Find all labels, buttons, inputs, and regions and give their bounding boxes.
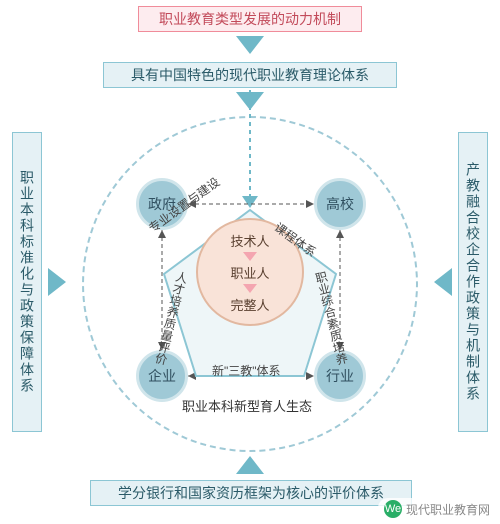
ecosystem-label: 职业本科新型育人生态	[182, 396, 312, 415]
inner-arrow-1	[243, 284, 257, 293]
inner-arrow-0	[243, 252, 257, 261]
dashed-link-top	[249, 90, 251, 200]
box-top-driver-label: 职业教育类型发展的动力机制	[159, 9, 341, 29]
inner-item-1: 职业人	[230, 263, 269, 282]
arrow-right-ring	[434, 268, 452, 296]
box-left-standards: 职业本科标准化与政策保障体系	[12, 132, 42, 432]
box-theory-label: 具有中国特色的现代职业教育理论体系	[131, 65, 369, 85]
arrow-bottom-ring	[236, 456, 264, 474]
box-bottom-evaluation: 学分银行和国家资历框架为核心的评价体系	[90, 480, 412, 506]
box-bottom-label: 学分银行和国家资历框架为核心的评价体系	[118, 483, 384, 503]
wechat-icon: We	[384, 500, 402, 518]
arrow-left-ring	[48, 268, 66, 296]
box-top-driver: 职业教育类型发展的动力机制	[138, 6, 362, 32]
box-right-label: 产教融合校企合作政策与机制体系	[463, 162, 483, 402]
inner-item-0: 技术人	[230, 231, 269, 250]
arrow-top1-top2	[236, 36, 264, 54]
inner-item-2: 完整人	[230, 295, 269, 314]
box-theory-system: 具有中国特色的现代职业教育理论体系	[103, 62, 397, 88]
diagram-canvas: 职业教育类型发展的动力机制 具有中国特色的现代职业教育理论体系 职业本科标准化与…	[0, 0, 500, 524]
box-right-integration: 产教融合校企合作政策与机制体系	[458, 132, 488, 432]
watermark-text: 现代职业教育网	[406, 501, 490, 518]
box-left-label: 职业本科标准化与政策保障体系	[17, 170, 37, 394]
pent-label-b: 新"三教"体系	[212, 362, 281, 379]
watermark: We 现代职业教育网	[378, 498, 496, 520]
